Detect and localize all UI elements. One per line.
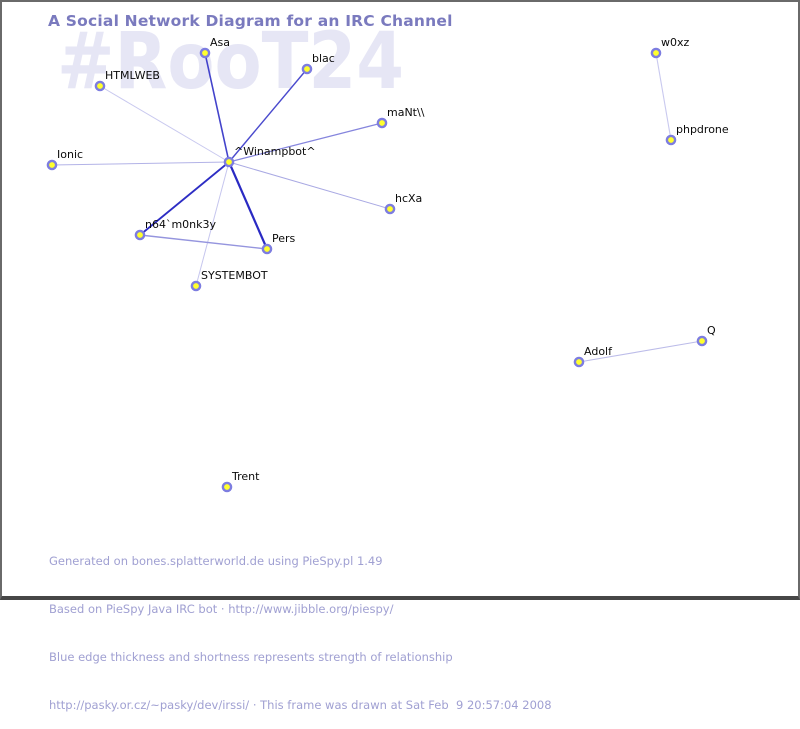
node-label-hcxa: hcXa — [395, 192, 422, 205]
node-label-asa: Asa — [210, 36, 230, 49]
node-label-phpdrone: phpdrone — [676, 123, 729, 136]
node-w0xz — [650, 47, 662, 59]
node-mant — [376, 117, 388, 129]
node-label-w0xz: w0xz — [661, 36, 690, 49]
edge-winampbot-asa — [204, 52, 230, 163]
edge-adolf-q — [578, 340, 703, 363]
node-winampbot — [223, 156, 235, 168]
edge-winampbot-pers — [227, 161, 269, 250]
edge-winampbot-systembot — [195, 161, 230, 287]
node-phpdrone — [665, 134, 677, 146]
node-asa — [199, 47, 211, 59]
node-label-ionic: Ionic — [57, 148, 83, 161]
node-hcxa — [384, 203, 396, 215]
footer-credits: Generated on bones.splatterworld.de usin… — [49, 521, 552, 729]
node-label-htmlweb: HTMLWEB — [105, 69, 160, 82]
node-label-q: Q — [707, 324, 716, 337]
footer-line-timestamp: http://pasky.or.cz/~pasky/dev/irssi/ · T… — [49, 698, 552, 712]
node-label-adolf: Adolf — [584, 345, 613, 358]
channel-watermark: #RooT24 — [57, 17, 405, 107]
edge-winampbot-n64m0nk3y — [139, 161, 230, 236]
edge-winampbot-mant — [228, 122, 383, 163]
edge-winampbot-ionic — [51, 161, 230, 166]
node-q — [696, 335, 708, 347]
edge-winampbot-blac — [228, 68, 308, 163]
node-label-pers: Pers — [272, 232, 296, 245]
node-ionic — [46, 159, 58, 171]
node-trent — [221, 481, 233, 493]
node-label-trent: Trent — [231, 470, 260, 483]
footer-line-generated: Generated on bones.splatterworld.de usin… — [49, 554, 383, 568]
node-n64m0nk3y — [134, 229, 146, 241]
edge-w0xz-phpdrone — [655, 52, 672, 141]
footer-line-based-on: Based on PieSpy Java IRC bot · http://ww… — [49, 602, 394, 616]
node-adolf — [573, 356, 585, 368]
node-label-winampbot: ^Winampbot^ — [234, 145, 316, 158]
social-network-graph: Asa blac HTMLWEB maNt\\ w0xz phpdrone Ionic ^Wi… — [46, 36, 729, 493]
node-label-blac: blac — [312, 52, 335, 65]
edge-winampbot-htmlweb — [99, 85, 230, 163]
node-blac — [301, 63, 313, 75]
node-label-mant: maNt\\ — [387, 106, 425, 119]
edge-winampbot-hcxa — [228, 161, 391, 210]
node-systembot — [190, 280, 202, 292]
piespy-frame: { "title": "A Social Network Diagram for… — [0, 0, 800, 712]
node-pers — [261, 243, 273, 255]
node-label-systembot: SYSTEMBOT — [201, 269, 268, 282]
node-label-n64m0nk3y: n64`m0nk3y — [145, 218, 217, 231]
footer-line-legend: Blue edge thickness and shortness repres… — [49, 650, 453, 664]
node-htmlweb — [94, 80, 106, 92]
diagram-title: A Social Network Diagram for an IRC Chan… — [48, 12, 453, 30]
edge-n64m0nk3y-pers — [139, 234, 268, 250]
